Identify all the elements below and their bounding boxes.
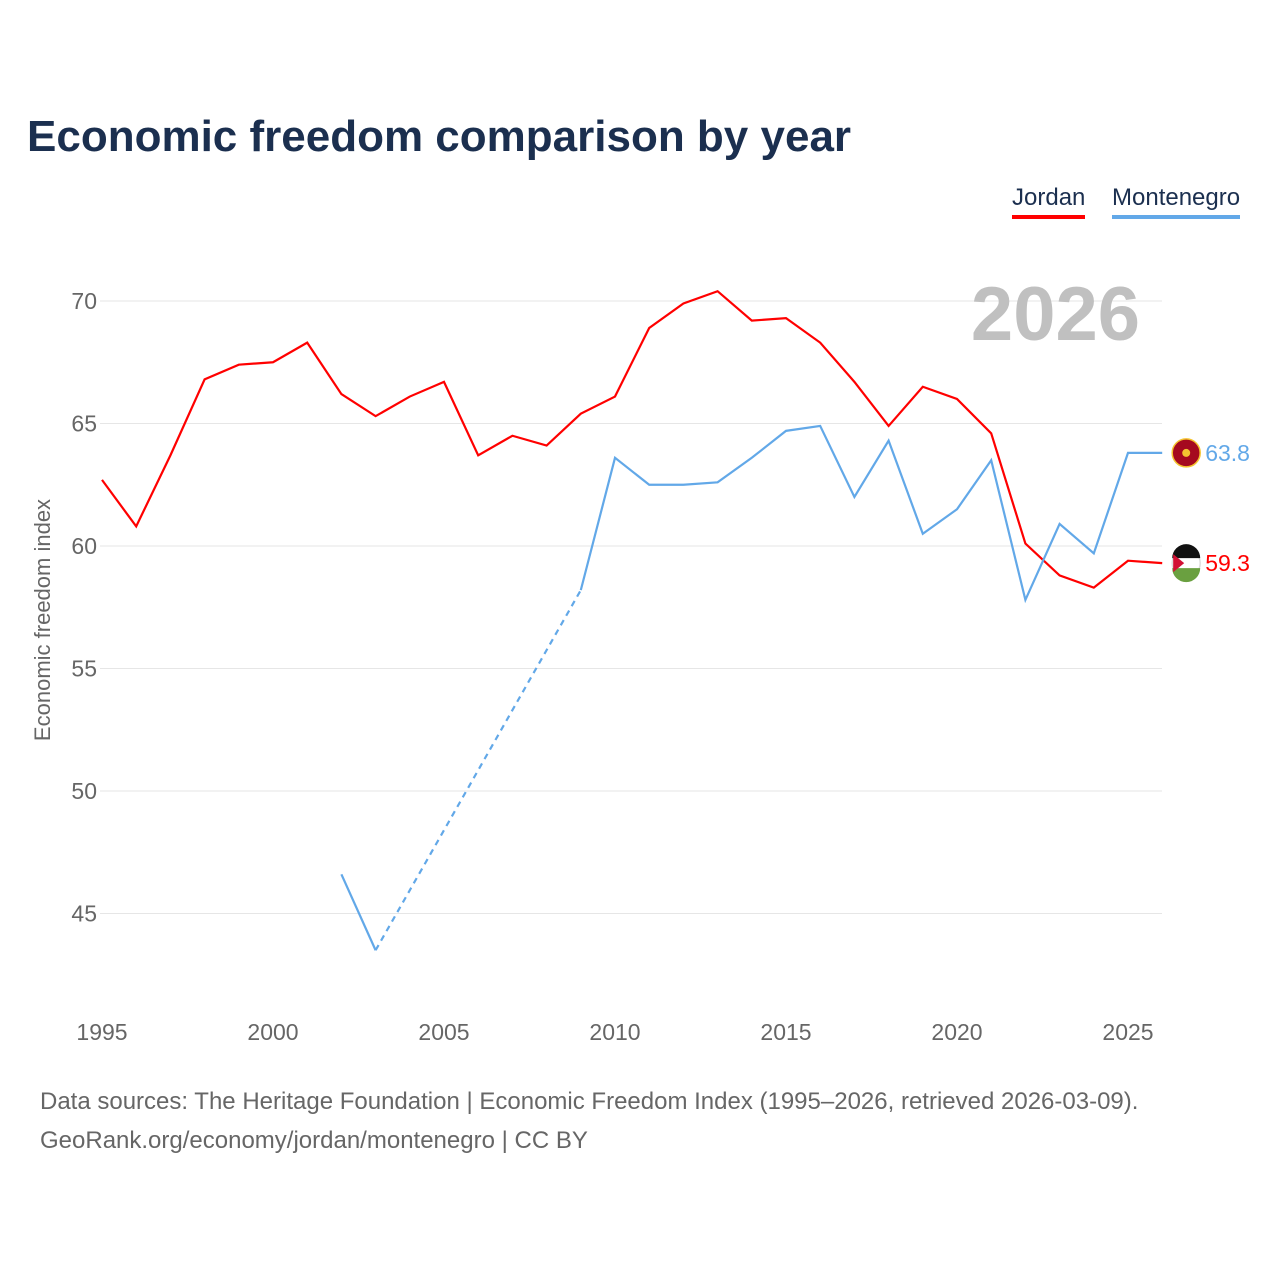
legend-montenegro[interactable]: Montenegro — [1112, 184, 1241, 219]
x-tick-label: 2010 — [589, 1019, 640, 1045]
series-line-montenegro — [579, 424, 1163, 604]
flag-stripe-green — [1172, 568, 1201, 583]
flag-stripe-black — [1172, 544, 1201, 559]
series-gap-montenegro — [374, 589, 582, 951]
y-tick-label: 55 — [71, 656, 97, 682]
x-tick-label: 2000 — [247, 1019, 298, 1045]
x-tick-label: 2020 — [931, 1019, 982, 1045]
end-label-montenegro: 63.8 — [1205, 440, 1250, 466]
y-axis-label: Economic freedom index — [30, 499, 55, 741]
source-url: GeoRank.org/economy/jordan/montenegro | … — [40, 1127, 588, 1154]
y-tick-label: 50 — [71, 778, 97, 804]
x-tick-label: 2015 — [760, 1019, 811, 1045]
y-tick-label: 60 — [71, 533, 97, 559]
flag-triangle — [1173, 554, 1185, 573]
x-tick-label: 2025 — [1102, 1019, 1153, 1045]
x-tick-label: 1995 — [76, 1019, 127, 1045]
y-tick-label: 70 — [71, 288, 97, 314]
end-label-jordan: 59.3 — [1205, 550, 1250, 576]
chart-title: Economic freedom comparison by year — [27, 112, 852, 161]
y-tick-label: 45 — [71, 901, 97, 927]
y-tick-label: 65 — [71, 411, 97, 437]
series-line-jordan — [101, 289, 1163, 589]
source-note: Data sources: The Heritage Foundation | … — [40, 1088, 1139, 1115]
flag-emblem — [1182, 448, 1191, 457]
year-watermark: 2026 — [971, 272, 1140, 357]
legend-jordan[interactable]: Jordan — [1012, 184, 1086, 219]
series-line-montenegro — [340, 873, 377, 951]
x-tick-label: 2005 — [418, 1019, 469, 1045]
